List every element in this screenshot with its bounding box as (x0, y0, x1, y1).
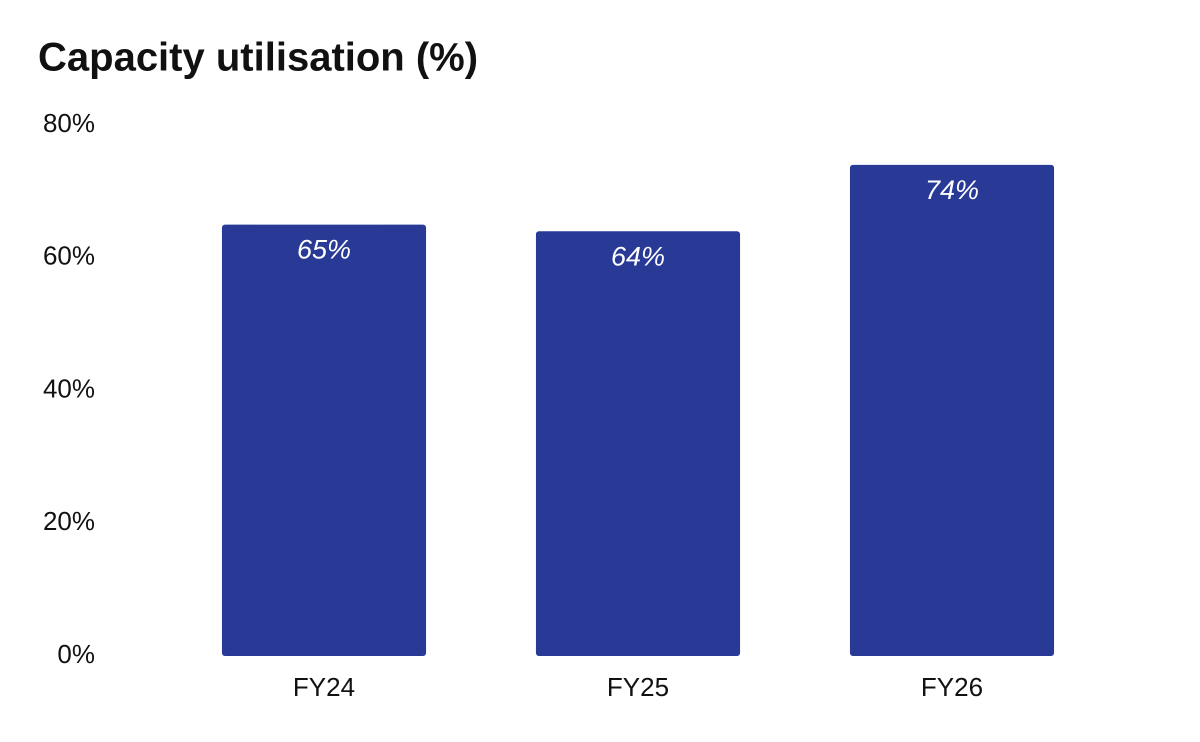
value-label: 65% (297, 235, 351, 265)
y-tick-label: 80% (43, 108, 95, 138)
bar (221, 224, 427, 656)
bar (849, 164, 1055, 656)
y-tick-label: 60% (43, 241, 95, 271)
y-tick-label: 20% (43, 506, 95, 536)
x-tick-label: FY26 (921, 672, 983, 702)
y-tick-label: 0% (57, 639, 95, 669)
bar (535, 231, 741, 656)
value-label: 64% (611, 241, 665, 271)
x-tick-label: FY24 (293, 672, 355, 702)
chart-title: Capacity utilisation (%) (38, 36, 478, 80)
y-tick-label: 40% (43, 373, 95, 403)
value-label: 74% (925, 175, 979, 205)
x-tick-label: FY25 (607, 672, 669, 702)
